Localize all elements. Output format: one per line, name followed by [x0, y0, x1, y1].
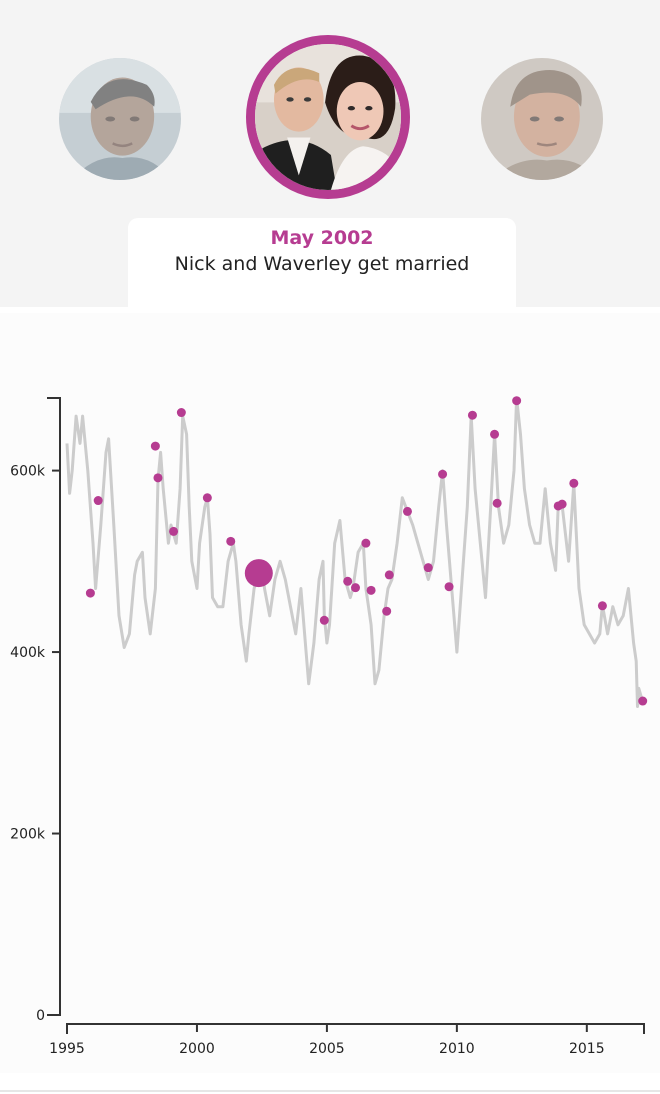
event-point[interactable]	[319, 615, 329, 625]
couple-portrait-icon	[255, 44, 401, 190]
event-point[interactable]	[597, 601, 607, 611]
y-tick-label: 600k	[10, 464, 46, 480]
event-point[interactable]	[382, 606, 392, 616]
avatar-next[interactable]	[481, 58, 603, 180]
person-portrait-icon	[481, 58, 603, 180]
event-point[interactable]	[638, 696, 648, 706]
event-point[interactable]	[169, 526, 179, 536]
event-point[interactable]	[351, 583, 360, 593]
event-point[interactable]	[402, 506, 412, 516]
event-point[interactable]	[438, 469, 448, 479]
event-point[interactable]	[423, 563, 433, 573]
avatar-current[interactable]	[246, 35, 410, 199]
chart-area: 0 200k 400k 600k 1995 2000 2005 2010 2015	[0, 313, 660, 1073]
event-date: May 2002	[270, 227, 374, 249]
x-tick-label: 2000	[179, 1041, 215, 1057]
event-point[interactable]	[384, 570, 394, 580]
line-chart: 0 200k 400k 600k 1995 2000 2005 2010 2015	[10, 396, 648, 1057]
avatar-previous[interactable]	[59, 58, 181, 180]
series-line	[65, 396, 645, 708]
event-point[interactable]	[150, 441, 160, 451]
event-point[interactable]	[202, 493, 212, 503]
event-point[interactable]	[490, 429, 500, 439]
event-point[interactable]	[557, 499, 567, 509]
selected-event-point[interactable]	[244, 559, 273, 588]
x-tick-label: 1995	[49, 1041, 85, 1057]
event-point[interactable]	[361, 538, 371, 548]
person-portrait-icon	[59, 58, 181, 180]
x-tick-label: 2010	[439, 1041, 475, 1057]
event-point[interactable]	[512, 396, 522, 406]
x-tick-label: 2015	[569, 1041, 605, 1057]
event-point[interactable]	[343, 576, 353, 586]
event-point[interactable]	[93, 496, 103, 506]
y-tick-label: 400k	[10, 645, 46, 661]
y-tick-label: 0	[36, 1008, 45, 1024]
y-axis	[47, 397, 61, 1016]
event-point[interactable]	[492, 498, 502, 508]
event-point[interactable]	[569, 478, 579, 488]
event-point[interactable]	[85, 588, 95, 598]
divider	[0, 1090, 660, 1092]
x-tick-label: 2005	[309, 1041, 345, 1057]
event-point[interactable]	[444, 582, 454, 592]
x-axis	[66, 1023, 645, 1034]
event-point[interactable]	[366, 585, 376, 595]
event-point[interactable]	[226, 536, 236, 546]
event-caption: May 2002 Nick and Waverley get married	[128, 218, 516, 313]
event-point[interactable]	[467, 410, 477, 420]
event-point[interactable]	[176, 408, 186, 418]
event-description: Nick and Waverley get married	[174, 253, 470, 275]
y-tick-label: 200k	[10, 827, 46, 843]
event-point[interactable]	[153, 473, 163, 483]
